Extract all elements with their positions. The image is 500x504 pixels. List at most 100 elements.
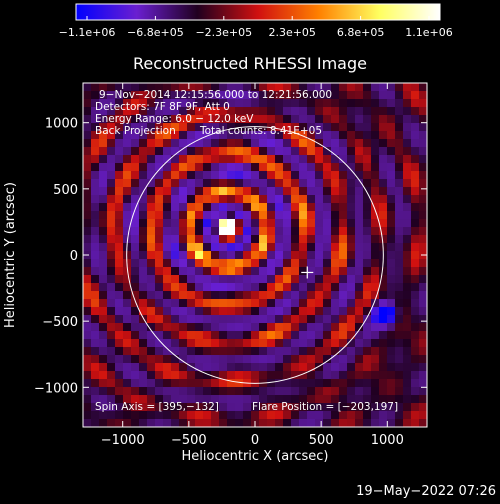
heatmap-cell bbox=[203, 331, 212, 340]
heatmap-cell bbox=[227, 187, 236, 196]
heatmap-cell bbox=[203, 187, 212, 196]
heatmap-cell bbox=[307, 107, 316, 116]
heatmap-cell bbox=[267, 403, 276, 412]
heatmap-cell bbox=[315, 307, 324, 316]
heatmap-cell bbox=[115, 187, 124, 196]
heatmap-cell bbox=[251, 147, 260, 156]
heatmap-cell bbox=[259, 323, 268, 332]
heatmap-cell bbox=[419, 83, 427, 92]
heatmap-cell bbox=[403, 227, 412, 236]
heatmap-cell bbox=[403, 355, 412, 364]
heatmap-cell bbox=[99, 371, 108, 380]
heatmap-cell bbox=[307, 195, 316, 204]
heatmap-cell bbox=[331, 307, 340, 316]
heatmap-cell bbox=[163, 267, 172, 276]
heatmap-cell bbox=[259, 155, 268, 164]
heatmap-cell bbox=[403, 299, 412, 308]
heatmap-cell bbox=[243, 195, 252, 204]
heatmap-cell bbox=[91, 275, 100, 284]
heatmap-cell bbox=[315, 139, 324, 148]
heatmap-cell bbox=[323, 211, 332, 220]
heatmap-cell bbox=[267, 363, 276, 372]
heatmap-cell bbox=[323, 387, 332, 396]
heatmap-cell bbox=[163, 419, 172, 427]
heatmap-cell bbox=[339, 211, 348, 220]
heatmap-cell bbox=[315, 243, 324, 252]
heatmap-cell bbox=[155, 259, 164, 268]
heatmap-cell bbox=[267, 411, 276, 420]
heatmap-cell bbox=[99, 299, 108, 308]
heatmap-cell bbox=[219, 403, 228, 412]
heatmap-cell bbox=[307, 339, 316, 348]
heatmap-cell bbox=[347, 259, 356, 268]
heatmap-cell bbox=[315, 395, 324, 404]
heatmap-cell bbox=[187, 355, 196, 364]
heatmap-cell bbox=[331, 163, 340, 172]
heatmap-cell bbox=[187, 203, 196, 212]
y-tick-label: 0 bbox=[70, 249, 78, 264]
heatmap-cell bbox=[115, 419, 124, 427]
heatmap-cell bbox=[403, 419, 412, 427]
heatmap-cell bbox=[419, 267, 427, 276]
heatmap-cell bbox=[363, 83, 372, 92]
heatmap-cell bbox=[219, 227, 228, 236]
heatmap-cell bbox=[259, 347, 268, 356]
heatmap-cell bbox=[323, 259, 332, 268]
heatmap-cell bbox=[251, 355, 260, 364]
heatmap-cell bbox=[419, 339, 427, 348]
heatmap-cell bbox=[195, 107, 204, 116]
heatmap-cell bbox=[339, 299, 348, 308]
heatmap-cell bbox=[155, 379, 164, 388]
heatmap-cell bbox=[123, 395, 132, 404]
heatmap-cell bbox=[227, 371, 236, 380]
heatmap-cell bbox=[211, 91, 220, 100]
heatmap-cell bbox=[107, 147, 116, 156]
heatmap-cell bbox=[403, 283, 412, 292]
heatmap-cell bbox=[235, 379, 244, 388]
heatmap-cell bbox=[219, 171, 228, 180]
heatmap-cell bbox=[283, 283, 292, 292]
heatmap-cell bbox=[187, 371, 196, 380]
heatmap-cell bbox=[155, 131, 164, 140]
heatmap-cell bbox=[163, 99, 172, 108]
heatmap-cell bbox=[275, 187, 284, 196]
heatmap-cell bbox=[203, 91, 212, 100]
heatmap-cell bbox=[131, 403, 140, 412]
heatmap-cell bbox=[315, 275, 324, 284]
heatmap-cell bbox=[115, 323, 124, 332]
heatmap-cell bbox=[99, 171, 108, 180]
heatmap-cell bbox=[355, 83, 364, 92]
heatmap-cell bbox=[387, 187, 396, 196]
heatmap-cell bbox=[387, 243, 396, 252]
heatmap-cell bbox=[171, 259, 180, 268]
heatmap-cell bbox=[363, 243, 372, 252]
heatmap-cell bbox=[307, 163, 316, 172]
heatmap-cell bbox=[275, 155, 284, 164]
heatmap-cell bbox=[347, 171, 356, 180]
heatmap-cell bbox=[355, 267, 364, 276]
heatmap-cell bbox=[251, 371, 260, 380]
heatmap-cell bbox=[123, 411, 132, 420]
heatmap-cell bbox=[139, 307, 148, 316]
heatmap-cell bbox=[187, 411, 196, 420]
heatmap-cell bbox=[259, 195, 268, 204]
heatmap-cell bbox=[227, 131, 236, 140]
heatmap-cell bbox=[355, 315, 364, 324]
heatmap-cell bbox=[363, 107, 372, 116]
heatmap-cell bbox=[147, 99, 156, 108]
heatmap-cell bbox=[355, 171, 364, 180]
heatmap-cell bbox=[267, 379, 276, 388]
heatmap-cell bbox=[371, 379, 380, 388]
heatmap-cell bbox=[411, 179, 420, 188]
heatmap-cell bbox=[99, 403, 108, 412]
heatmap-cell bbox=[363, 139, 372, 148]
heatmap-cell bbox=[219, 259, 228, 268]
heatmap-cell bbox=[395, 419, 404, 427]
heatmap-cell bbox=[267, 243, 276, 252]
heatmap-cell bbox=[171, 171, 180, 180]
heatmap-cell bbox=[187, 331, 196, 340]
heatmap-cell bbox=[179, 299, 188, 308]
heatmap-cell bbox=[131, 203, 140, 212]
heatmap-cell bbox=[307, 403, 316, 412]
heatmap-cell bbox=[259, 315, 268, 324]
